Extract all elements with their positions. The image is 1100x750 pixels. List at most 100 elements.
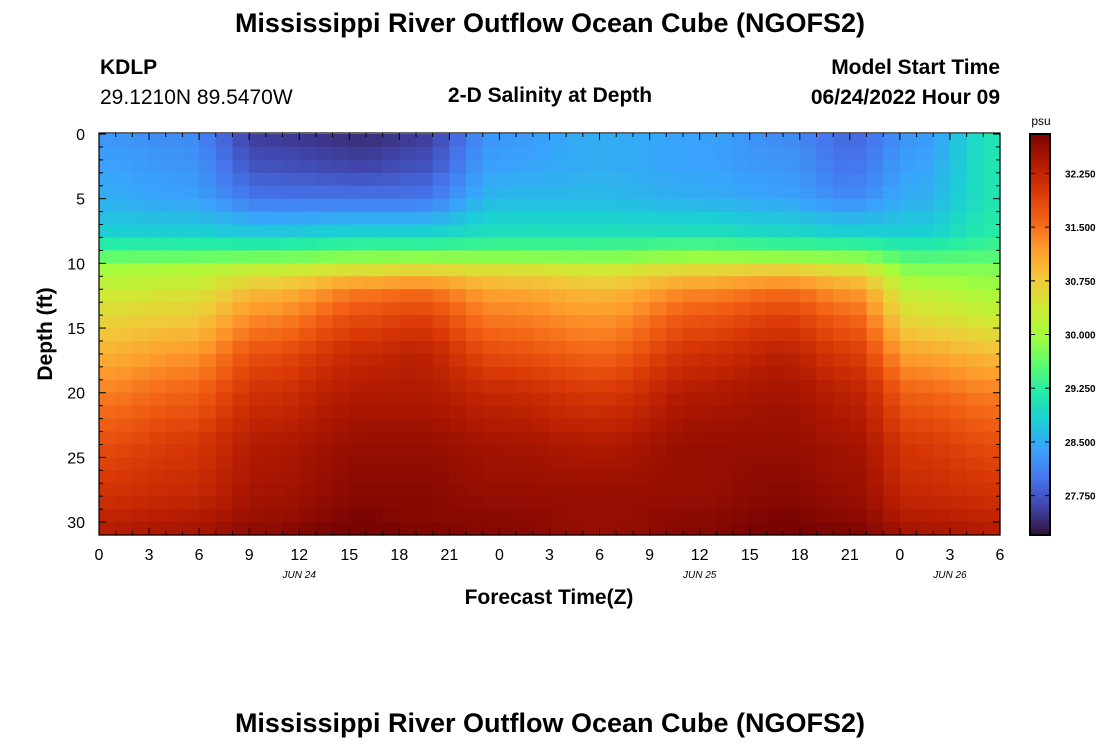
colorbar: psu 27.75028.50029.25030.00030.75031.500… [1029,114,1096,536]
heatmap-cell [666,159,684,174]
heatmap-cell [949,198,968,213]
y-tick-label: 10 [67,256,85,273]
heatmap-cell [983,250,1001,264]
heatmap-cell [749,392,768,407]
heatmap-cell [816,276,834,290]
heatmap-cell [749,405,768,420]
heatmap-cell [532,276,551,290]
heatmap-cell [649,263,667,277]
heatmap-cell [99,276,117,290]
heatmap-cell [682,289,701,303]
heatmap-cell [833,483,851,497]
heatmap-cell [766,224,784,239]
heatmap-cell [766,198,784,213]
heatmap-cell [899,366,918,381]
heatmap-cell [432,496,450,510]
heatmap-cell [282,418,300,433]
heatmap-cell [849,522,868,536]
heatmap-cell [249,405,267,420]
heatmap-cell [265,185,284,200]
heatmap-cell [749,302,768,316]
heatmap-cell [99,159,117,174]
heatmap-cell [899,418,918,433]
heatmap-cell [449,483,467,497]
heatmap-cell [649,444,667,458]
heatmap-cell [933,431,951,446]
heatmap-cell [899,289,918,303]
heatmap-cell [382,509,400,523]
heatmap-cell [182,185,200,200]
heatmap-cell [432,146,450,161]
heatmap-cell [199,431,217,446]
heatmap-cell [733,211,751,226]
heatmap-cell [566,198,584,213]
heatmap-cell [249,522,267,536]
heatmap-cell [983,418,1001,433]
heatmap-cell [315,509,334,523]
heatmap-cell [532,418,551,433]
heatmap-cell [99,444,117,458]
heatmap-cell [282,496,300,510]
heatmap-cell [632,418,651,433]
heatmap-cell [432,366,450,381]
heatmap-cell [282,211,300,226]
heatmap-cell [349,172,367,187]
heatmap-cell [466,172,484,187]
heatmap-cell [916,315,934,329]
heatmap-cell [933,522,951,536]
heatmap-cell [516,302,534,316]
heatmap-cell [432,315,450,329]
heatmap-cell [532,289,551,303]
heatmap-cell [182,328,200,342]
heatmap-cell [349,302,367,316]
heatmap-cell [249,146,267,161]
heatmap-cell [382,276,400,290]
heatmap-cell [482,418,501,433]
heatmap-cell [299,134,317,148]
heatmap-cell [949,522,968,536]
model-start-value: 06/24/2022 Hour 09 [810,86,1000,109]
heatmap-cell [749,496,768,510]
heatmap-cell [799,276,818,290]
station-id: KDLP [100,56,158,79]
heatmap-cell [966,340,984,355]
heatmap-cell [532,444,551,458]
heatmap-cell [516,276,534,290]
heatmap-cell [282,159,300,174]
heatmap-cell [783,457,801,471]
heatmap-cell [382,198,400,213]
heatmap-cell [716,289,734,303]
heatmap-cell [265,431,284,446]
heatmap-cell [816,250,834,264]
heatmap-cell [733,522,751,536]
heatmap-cell [733,276,751,290]
heatmap-cell [949,418,968,433]
heatmap-cell [99,263,117,277]
heatmap-cell [382,134,400,148]
heatmap-cell [115,224,133,239]
heatmap-cell [966,172,984,187]
heatmap-cell [649,276,667,290]
heatmap-cell [766,353,784,368]
heatmap-cell [566,302,584,316]
heatmap-cell [549,444,567,458]
heatmap-cell [215,496,234,510]
heatmap-cell [365,405,384,420]
heatmap-cell [599,263,617,277]
x-tick-label: 3 [945,547,954,564]
heatmap-cell [899,237,918,252]
heatmap-cell [616,224,634,239]
heatmap-cell [616,263,634,277]
heatmap-cell [365,134,384,148]
heatmap-cell [666,418,684,433]
heatmap-cell [783,159,801,174]
heatmap-cell [132,444,150,458]
heatmap-cell [582,185,601,200]
heatmap-cell [733,198,751,213]
heatmap-cell [833,340,851,355]
heatmap-cell [382,185,400,200]
heatmap-cell [899,302,918,316]
heatmap-cell [966,224,984,239]
heatmap-cell [899,185,918,200]
heatmap-cell [816,509,834,523]
